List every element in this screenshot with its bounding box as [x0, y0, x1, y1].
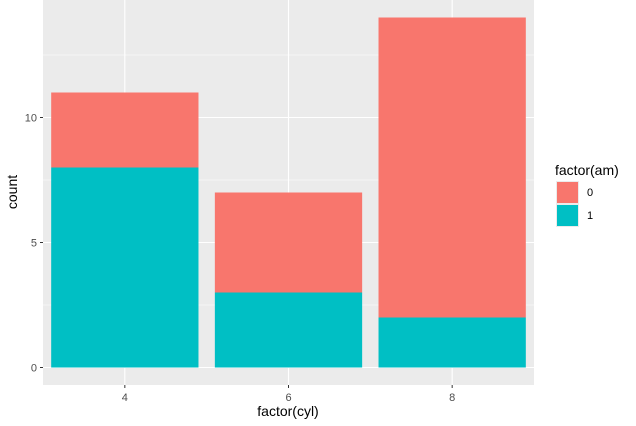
y-tick-label: 10 — [25, 113, 37, 125]
legend-label: 1 — [587, 210, 593, 222]
x-tick-label: 8 — [449, 392, 455, 404]
bars — [51, 17, 526, 368]
y-axis-ticks: 0 5 10 — [25, 113, 43, 375]
x-axis-title: factor(cyl) — [257, 403, 318, 419]
legend-title: factor(am) — [555, 162, 619, 178]
y-tick-label: 5 — [31, 238, 37, 250]
legend-label: 0 — [587, 187, 593, 199]
y-tick-label: 0 — [31, 363, 37, 375]
legend-swatch — [557, 205, 578, 226]
bar-segment — [214, 292, 363, 368]
x-tick-label: 6 — [285, 392, 291, 404]
legend-entries: 01 — [556, 181, 593, 227]
bar-segment — [51, 167, 199, 368]
x-tick-label: 4 — [122, 392, 128, 404]
y-axis-title: count — [4, 175, 20, 209]
legend: factor(am) 01 — [555, 162, 619, 227]
bar-segment — [214, 192, 363, 293]
x-axis-ticks: 4 6 8 — [122, 385, 455, 404]
bar-segment — [378, 17, 526, 318]
legend-swatch — [557, 182, 578, 203]
bar-segment — [51, 92, 199, 168]
bar-segment — [378, 317, 526, 368]
